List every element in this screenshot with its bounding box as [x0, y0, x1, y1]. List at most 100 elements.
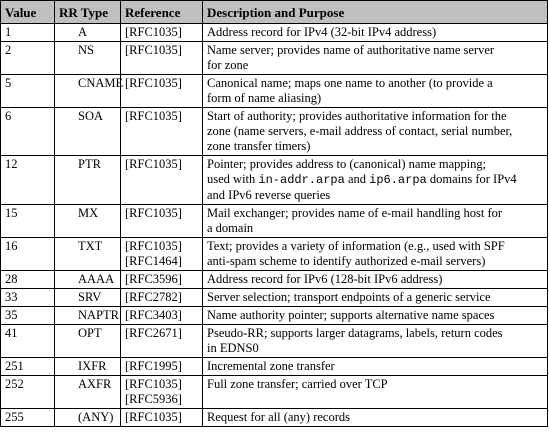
cell-value: 1: [0, 23, 55, 42]
header-reference: Reference: [120, 0, 203, 24]
reference-line: [RFC1035]: [125, 377, 182, 391]
cell-rr-type: MX: [54, 204, 121, 238]
header-value: Value: [0, 0, 55, 24]
cell-rr-type: CNAME: [54, 74, 123, 108]
cell-rr-type: SOA: [54, 107, 121, 156]
description-text: and: [344, 172, 370, 186]
table-row: 41 OPT [RFC2671] Pseudo-RR; supports larger…: [0, 324, 548, 358]
cell-reference: [RFC1035]: [120, 107, 203, 156]
cell-rr-type: A: [54, 23, 121, 42]
description-line: Request for all (any) records: [207, 410, 350, 424]
reference-line: [RFC1035]: [125, 157, 182, 171]
description-text: domains for IPv4: [426, 172, 517, 186]
cell-value: 252: [0, 375, 55, 409]
description-line: and IPv6 reverse queries: [207, 188, 331, 202]
reference-line: [RFC1035]: [125, 410, 182, 424]
cell-value: 15: [0, 204, 55, 238]
cell-description: Incremental zone transfer: [202, 357, 548, 376]
reference-line: [RFC1035]: [125, 206, 182, 220]
table-row: 28 AAAA [RFC3596] Address record for IPv6 (…: [0, 270, 548, 289]
reference-line: [RFC1035]: [125, 43, 182, 57]
cell-reference: [RFC2671]: [120, 324, 203, 358]
description-line: zone (name servers, e-mail address of co…: [207, 124, 513, 138]
cell-reference: [RFC3596]: [120, 270, 203, 289]
header-rr-type: RR Type: [54, 0, 121, 24]
description-text: used with: [207, 172, 259, 186]
cell-rr-type: PTR: [54, 155, 121, 205]
code-domain: ip6.arpa: [369, 173, 427, 187]
description-line: used with in-addr.arpa and ip6.arpa doma…: [207, 172, 543, 188]
description-line: Server selection; transport endpoints of…: [207, 290, 491, 304]
cell-rr-type: IXFR: [54, 357, 121, 376]
table-row: 252 AXFR [RFC1035] [RFC5936] Full zone trans…: [0, 375, 548, 409]
cell-description: Server selection; transport endpoints of…: [202, 288, 548, 307]
cell-description: Start of authority; provides authoritati…: [202, 107, 548, 156]
cell-description: Pseudo-RR; supports larger datagrams, la…: [202, 324, 548, 358]
cell-rr-type: NAPTR: [54, 306, 121, 325]
cell-value: 35: [0, 306, 55, 325]
cell-reference: [RFC1035]: [120, 23, 203, 42]
description-line: Name server; provides name of authoritat…: [207, 43, 495, 57]
cell-value: 12: [0, 155, 55, 205]
reference-line: [RFC1035]: [125, 25, 182, 39]
description-line: Text; provides a variety of information …: [207, 239, 505, 253]
cell-value: 5: [0, 74, 55, 108]
description-line: Incremental zone transfer: [207, 359, 335, 373]
cell-value: 16: [0, 237, 55, 271]
cell-reference: [RFC1035]: [120, 74, 203, 108]
reference-line: [RFC2782]: [125, 290, 182, 304]
cell-value: 2: [0, 41, 55, 75]
header-row: Value RR Type Reference Description and …: [0, 0, 548, 24]
reference-line: [RFC2671]: [125, 326, 182, 340]
description-line: anti-spam scheme to identify authorized …: [207, 254, 486, 268]
cell-value: 28: [0, 270, 55, 289]
cell-description: Name server; provides name of authoritat…: [202, 41, 548, 75]
cell-reference: [RFC1035]: [120, 41, 203, 75]
cell-reference: [RFC3403]: [120, 306, 203, 325]
code-domain: in-addr.arpa: [258, 173, 345, 187]
cell-description: Pointer; provides address to (canonical)…: [202, 155, 548, 205]
description-line: for zone: [207, 58, 249, 72]
description-line: form of name aliasing): [207, 91, 322, 105]
cell-reference: [RFC1995]: [120, 357, 203, 376]
reference-line: [RFC5936]: [125, 392, 182, 406]
cell-value: 6: [0, 107, 55, 156]
cell-rr-type: NS: [54, 41, 121, 75]
description-line: in EDNS0: [207, 341, 259, 355]
cell-reference: [RFC2782]: [120, 288, 203, 307]
table-row: 2 NS [RFC1035] Name server; provides name o…: [0, 41, 548, 75]
reference-line: [RFC3403]: [125, 308, 182, 322]
table-body: 1 A [RFC1035] Address record for IPv4 (32-b…: [0, 23, 548, 427]
description-line: Pointer; provides address to (canonical)…: [207, 157, 487, 171]
description-line: Mail exchanger; provides name of e-mail …: [207, 206, 503, 220]
cell-rr-type: OPT: [54, 324, 121, 358]
reference-line: [RFC1464]: [125, 254, 182, 268]
description-line: Canonical name; maps one name to another…: [207, 76, 493, 90]
table-row: 1 A [RFC1035] Address record for IPv4 (32-b…: [0, 23, 548, 42]
cell-reference: [RFC1035]: [120, 204, 203, 238]
table-row: 35 NAPTR [RFC3403] Name authority pointer; …: [0, 306, 548, 325]
cell-value: 255: [0, 408, 55, 427]
header-description: Description and Purpose: [202, 0, 548, 24]
description-line: Address record for IPv6 (128-bit IPv6 ad…: [207, 272, 443, 286]
table-row: 6 SOA [RFC1035] Start of authority; provide…: [0, 107, 548, 156]
reference-line: [RFC1035]: [125, 76, 182, 90]
cell-rr-type: AXFR: [54, 375, 121, 409]
cell-description: Canonical name; maps one name to another…: [202, 74, 548, 108]
cell-description: Request for all (any) records: [202, 408, 548, 427]
table-row: 255 (ANY) [RFC1035] Request for all (any) r…: [0, 408, 548, 427]
reference-line: [RFC1035]: [125, 109, 182, 123]
cell-value: 33: [0, 288, 55, 307]
table-row: 16 TXT [RFC1035] [RFC1464] Text; provides a …: [0, 237, 548, 271]
cell-rr-type: TXT: [54, 237, 121, 271]
cell-value: 41: [0, 324, 55, 358]
cell-reference: [RFC1035]: [120, 408, 203, 427]
description-line: zone transfer timers): [207, 139, 311, 153]
reference-line: [RFC1035]: [125, 239, 182, 253]
description-line: Pseudo-RR; supports larger datagrams, la…: [207, 326, 503, 340]
cell-description: Name authority pointer; supports alterna…: [202, 306, 548, 325]
description-line: Name authority pointer; supports alterna…: [207, 308, 495, 322]
table-row: 5 CNAME [RFC1035] Canonical name; maps one …: [0, 74, 548, 108]
table-row: 251 IXFR [RFC1995] Incremental zone transfe…: [0, 357, 548, 376]
cell-reference: [RFC1035]: [120, 155, 203, 205]
